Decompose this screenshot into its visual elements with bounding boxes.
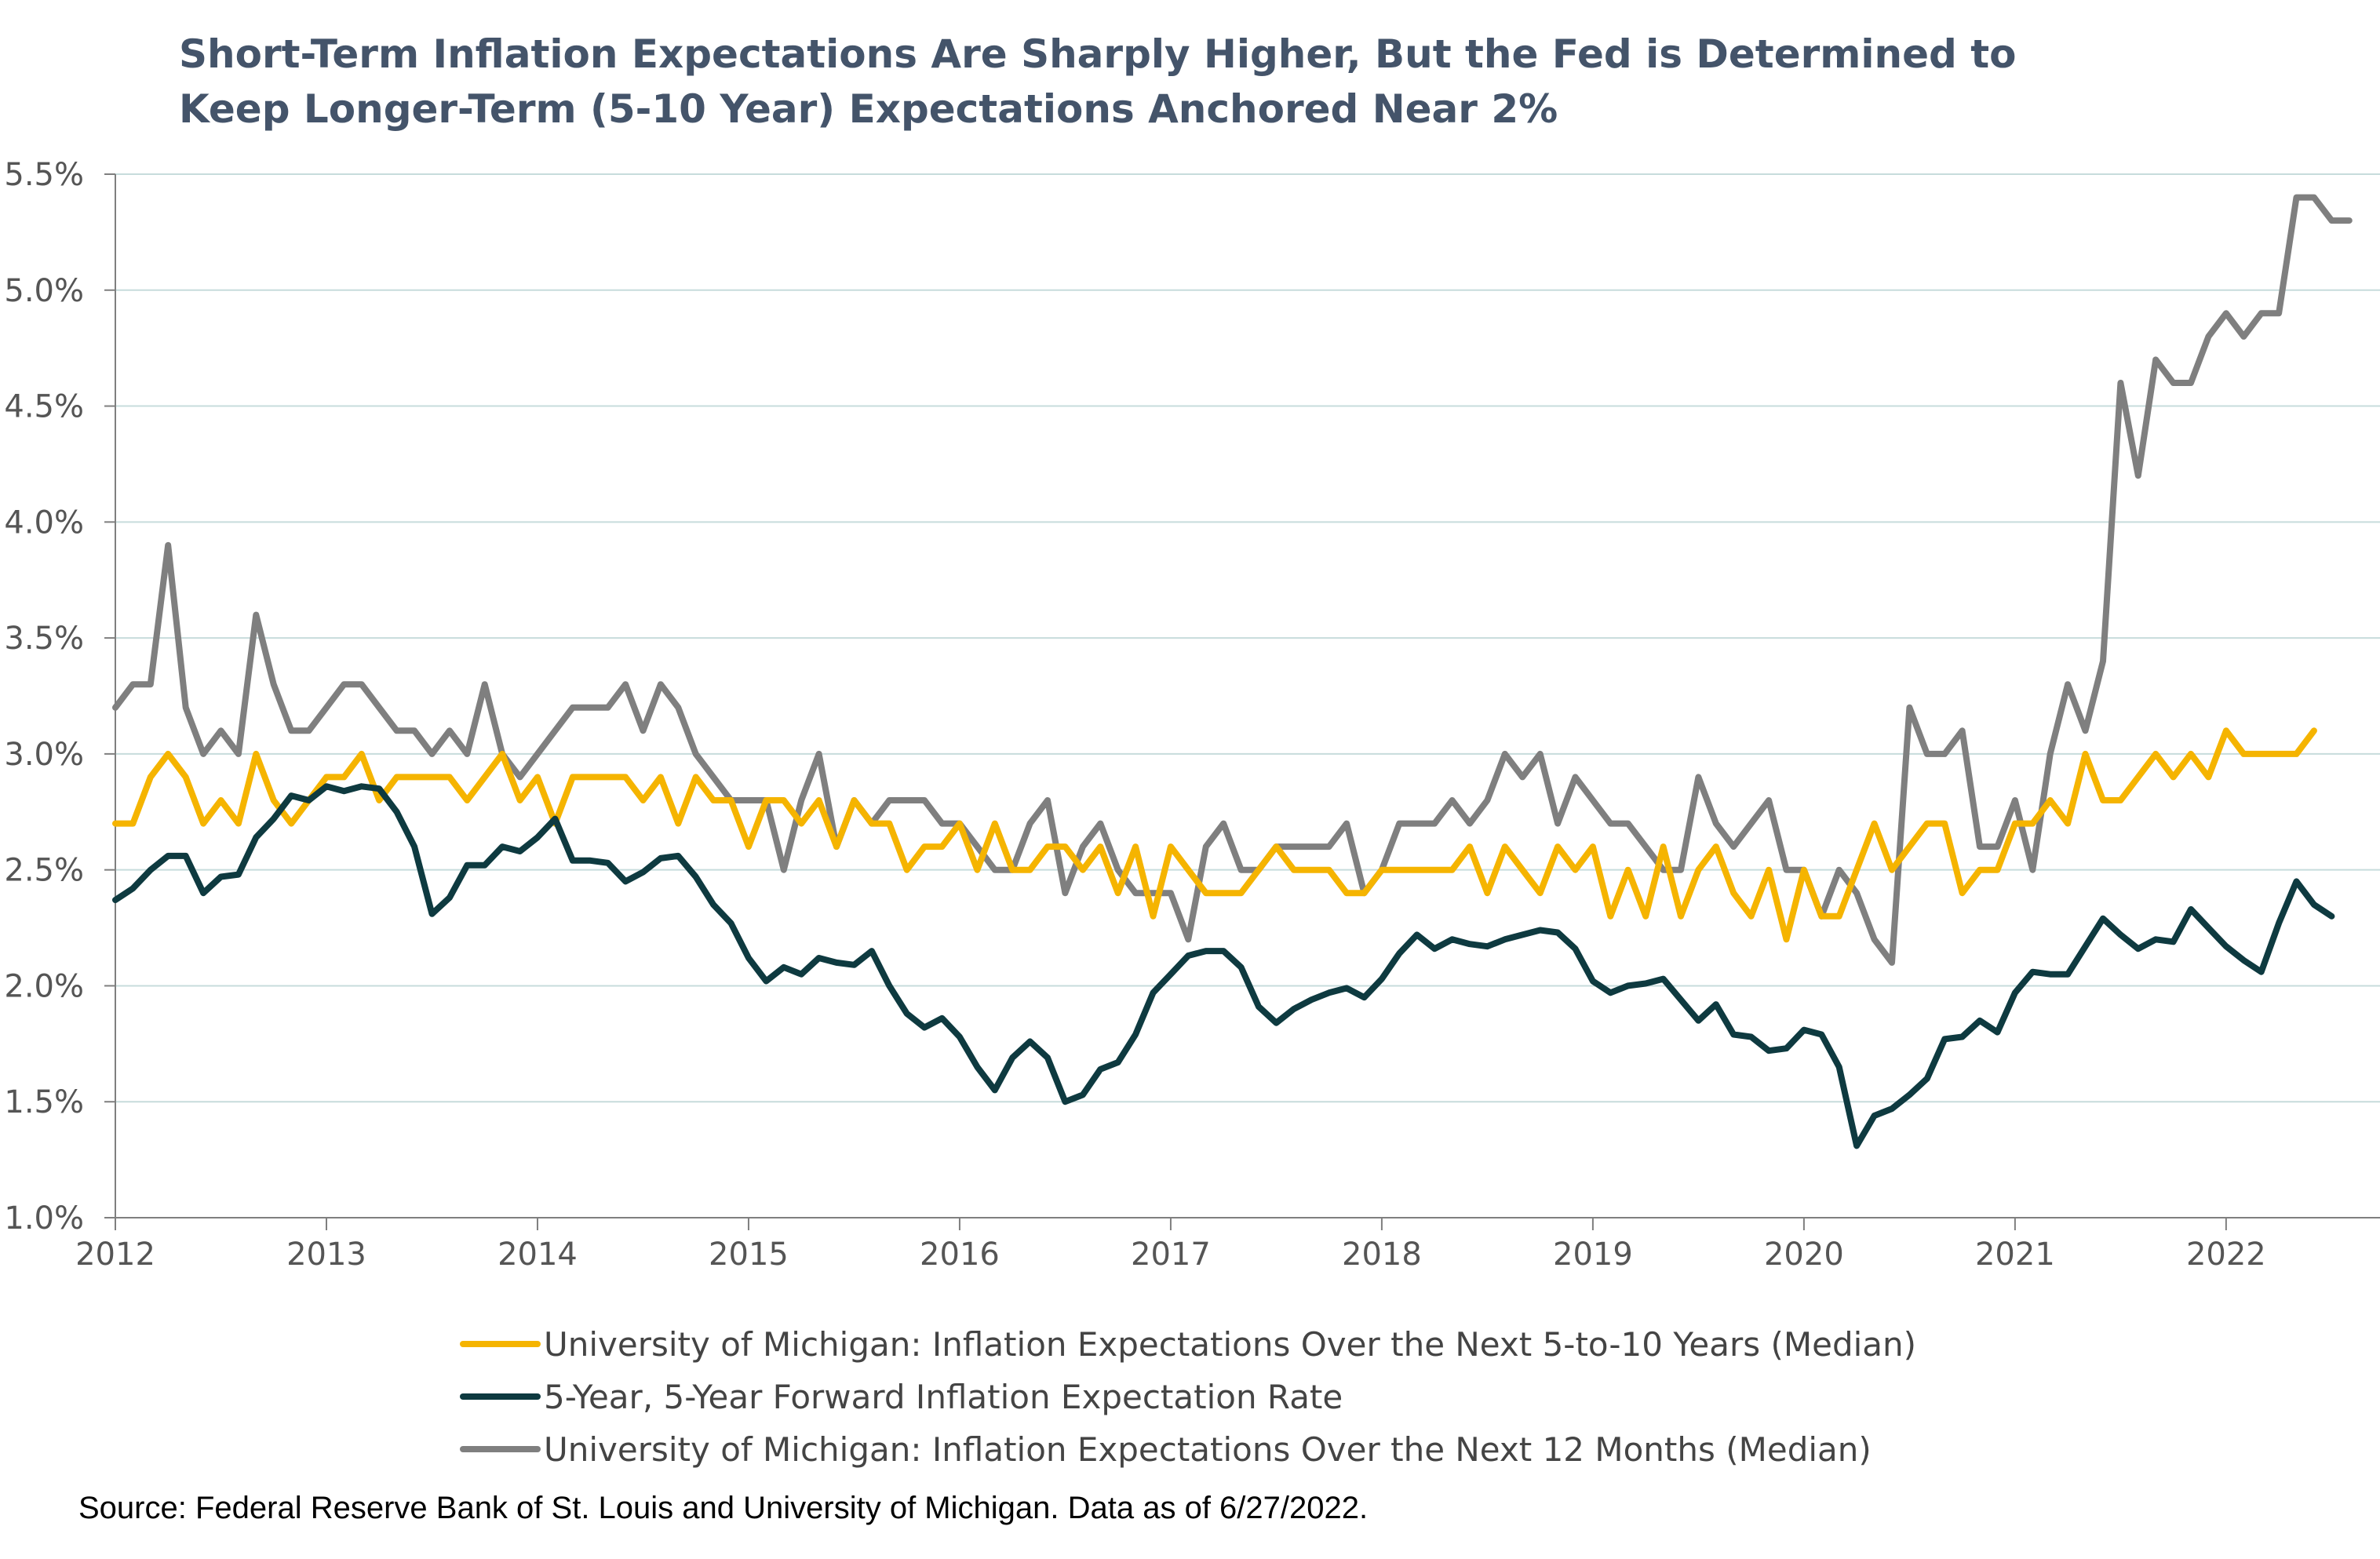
x-tick-label: 2018 [1342, 1237, 1422, 1273]
legend-item-umich-5-10yr: University of Michigan: Inflation Expect… [460, 1325, 1916, 1364]
y-tick-label: 1.0% [4, 1200, 84, 1237]
x-tick-label: 2015 [709, 1237, 789, 1273]
y-tick-label: 2.5% [4, 853, 84, 889]
series-lines [112, 194, 2353, 1149]
y-tick-label: 3.0% [4, 737, 84, 773]
x-tick-label: 2017 [1131, 1237, 1211, 1273]
chart-title-line-1: Short-Term Inflation Expectations Are Sh… [179, 31, 2017, 77]
y-axis-ticks: 1.0% 1.5% 2.0% 2.5% 3.0% 3.5% 4.0% 4.5% 5.0% 5.5% [4, 157, 115, 1237]
axes [115, 174, 2380, 1218]
y-tick-label: 5.0% [4, 273, 84, 309]
y-tick-label: 3.5% [4, 621, 84, 657]
five-year-forward-line [112, 783, 2335, 1149]
x-tick-label: 2012 [75, 1237, 155, 1273]
umich-12mo-line [112, 194, 2353, 966]
x-tick-label: 2016 [920, 1237, 1000, 1273]
legend-item-five-year-forward: 5-Year, 5-Year Forward Inflation Expecta… [460, 1378, 1343, 1416]
gridlines [115, 173, 2380, 1103]
umich-5-10yr-line [112, 727, 2317, 943]
chart-title-line-2: Keep Longer-Term (5-10 Year) Expectation… [179, 86, 1558, 132]
x-tick-label: 2014 [498, 1237, 578, 1273]
chart-title: Short-Term Inflation Expectations Are Sh… [179, 27, 2298, 137]
y-tick-label: 2.0% [4, 968, 84, 1004]
x-tick-label: 2022 [2186, 1237, 2266, 1273]
y-tick-label: 5.5% [4, 157, 84, 193]
legend-label: University of Michigan: Inflation Expect… [544, 1325, 1916, 1364]
y-tick-label: 4.0% [4, 504, 84, 541]
legend-label: 5-Year, 5-Year Forward Inflation Expecta… [544, 1378, 1343, 1416]
legend-label: University of Michigan: Inflation Expect… [544, 1430, 1872, 1469]
x-tick-label: 2013 [286, 1237, 366, 1273]
legend-item-umich-12mo: University of Michigan: Inflation Expect… [460, 1430, 1872, 1469]
source-note: Source: Federal Reserve Bank of St. Loui… [78, 1491, 1369, 1525]
x-axis-ticks: 2012 2013 2014 2015 2016 2017 2018 2019 2020 2021… [75, 1218, 2266, 1273]
x-tick-label: 2019 [1553, 1237, 1633, 1273]
y-tick-label: 4.5% [4, 389, 84, 425]
y-tick-label: 1.5% [4, 1084, 84, 1120]
legend: University of Michigan: Inflation Expect… [460, 1325, 1916, 1469]
x-tick-label: 2021 [1975, 1237, 2055, 1273]
x-tick-label: 2020 [1764, 1237, 1844, 1273]
